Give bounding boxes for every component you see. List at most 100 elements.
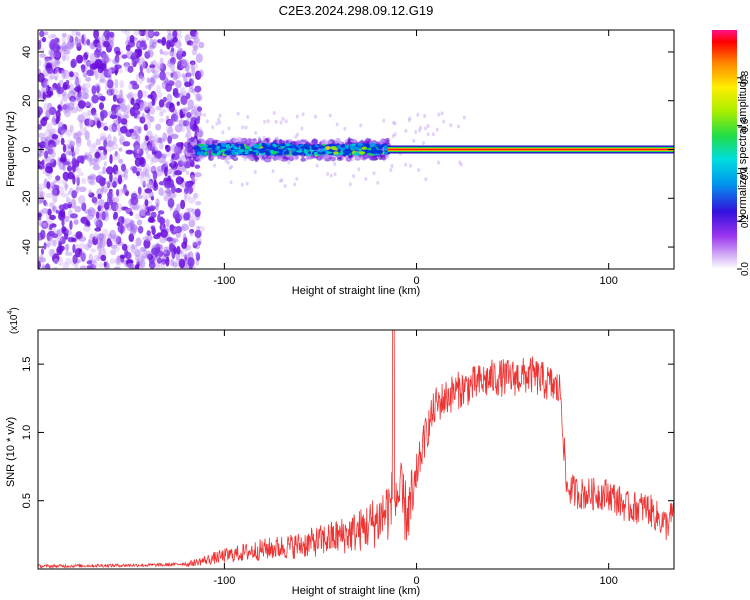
noise-mark bbox=[142, 247, 147, 254]
noise-mark bbox=[176, 34, 183, 39]
noise-mark bbox=[105, 180, 112, 186]
noise-mark bbox=[167, 135, 173, 144]
faint-mark bbox=[218, 120, 222, 125]
noise-mark bbox=[136, 257, 141, 265]
noise-mark bbox=[145, 67, 152, 74]
noise-mark bbox=[151, 41, 157, 48]
noise-mark bbox=[169, 49, 175, 57]
noise-mark bbox=[120, 225, 124, 235]
noise-mark bbox=[38, 220, 45, 226]
noise-mark bbox=[112, 88, 119, 96]
noise-mark bbox=[64, 243, 70, 251]
noise-mark bbox=[173, 207, 178, 214]
noise-mark bbox=[189, 216, 194, 225]
faint-mark bbox=[426, 132, 430, 137]
noise-mark bbox=[97, 193, 102, 200]
noise-mark bbox=[83, 72, 88, 78]
noise-mark bbox=[87, 175, 94, 180]
noise-mark bbox=[99, 247, 107, 256]
noise-mark bbox=[134, 114, 141, 120]
band-noise-mark bbox=[285, 140, 289, 144]
noise-mark bbox=[181, 125, 186, 133]
noise-mark bbox=[110, 112, 116, 120]
noise-mark bbox=[184, 254, 188, 262]
noise-mark bbox=[138, 250, 146, 259]
noise-mark bbox=[129, 128, 134, 134]
noise-mark bbox=[165, 256, 170, 267]
colorbar-tick-label: 0.4 bbox=[740, 166, 750, 180]
band-mark bbox=[307, 151, 312, 154]
noise-mark bbox=[73, 219, 79, 225]
band-mark bbox=[264, 150, 269, 153]
noise-mark bbox=[61, 37, 67, 43]
noise-mark bbox=[84, 59, 89, 70]
noise-mark bbox=[159, 217, 166, 225]
noise-mark bbox=[175, 225, 182, 234]
noise-mark bbox=[43, 102, 51, 111]
noise-mark bbox=[46, 155, 55, 164]
noise-mark bbox=[129, 34, 135, 44]
band-mark bbox=[340, 143, 346, 148]
noise-mark bbox=[78, 172, 84, 177]
noise-mark bbox=[52, 239, 57, 247]
noise-mark bbox=[190, 66, 195, 75]
noise-mark bbox=[87, 175, 95, 185]
noise-mark bbox=[168, 192, 177, 199]
noise-mark bbox=[43, 201, 49, 207]
noise-mark bbox=[151, 166, 159, 172]
noise-mark bbox=[181, 73, 186, 78]
noise-mark bbox=[170, 143, 178, 153]
noise-mark bbox=[139, 64, 144, 73]
noise-mark bbox=[149, 106, 156, 115]
noise-mark bbox=[193, 243, 201, 250]
noise-mark bbox=[165, 144, 171, 153]
noise-mark bbox=[43, 221, 50, 230]
noise-mark bbox=[173, 70, 181, 80]
noise-mark bbox=[149, 139, 155, 150]
noise-mark bbox=[89, 144, 96, 154]
noise-mark bbox=[48, 128, 56, 136]
noise-mark bbox=[94, 227, 102, 232]
noise-mark bbox=[139, 102, 144, 112]
noise-mark bbox=[98, 95, 106, 101]
noise-mark bbox=[176, 203, 181, 212]
noise-mark bbox=[197, 240, 201, 245]
noise-mark bbox=[162, 249, 171, 257]
noise-mark bbox=[98, 233, 106, 242]
band-mark bbox=[204, 148, 208, 152]
faint-mark bbox=[227, 126, 231, 131]
noise-mark bbox=[139, 209, 146, 216]
noise-mark bbox=[134, 167, 142, 172]
noise-mark bbox=[62, 104, 68, 111]
band-noise-mark bbox=[365, 137, 370, 145]
noise-mark bbox=[120, 163, 127, 172]
noise-mark bbox=[67, 102, 75, 111]
colorbar: 0.0 0.2 0.4 0.6 0.8 Normalized spectral ampl… bbox=[712, 30, 750, 276]
noise-mark bbox=[151, 156, 159, 163]
noise-mark bbox=[117, 174, 123, 185]
band-mark bbox=[314, 144, 319, 148]
noise-mark bbox=[177, 166, 181, 171]
noise-mark bbox=[154, 70, 160, 76]
noise-mark bbox=[195, 236, 202, 246]
noise-mark bbox=[136, 219, 143, 226]
noise-mark bbox=[99, 211, 105, 220]
noise-mark bbox=[190, 159, 194, 164]
noise-mark bbox=[49, 73, 56, 80]
noise-mark bbox=[65, 257, 72, 265]
noise-mark bbox=[65, 79, 70, 85]
noise-mark bbox=[177, 38, 182, 46]
noise-mark bbox=[48, 144, 55, 155]
noise-mark bbox=[140, 176, 147, 187]
noise-mark bbox=[134, 49, 141, 58]
noise-mark bbox=[104, 122, 108, 127]
faint-mark bbox=[210, 155, 214, 160]
noise-mark bbox=[147, 30, 155, 39]
noise-mark bbox=[38, 132, 46, 139]
noise-mark bbox=[190, 79, 194, 86]
noise-mark bbox=[88, 118, 94, 126]
faint-mark bbox=[449, 123, 453, 128]
noise-mark bbox=[123, 183, 127, 194]
noise-mark bbox=[151, 98, 156, 106]
noise-mark bbox=[185, 170, 190, 175]
